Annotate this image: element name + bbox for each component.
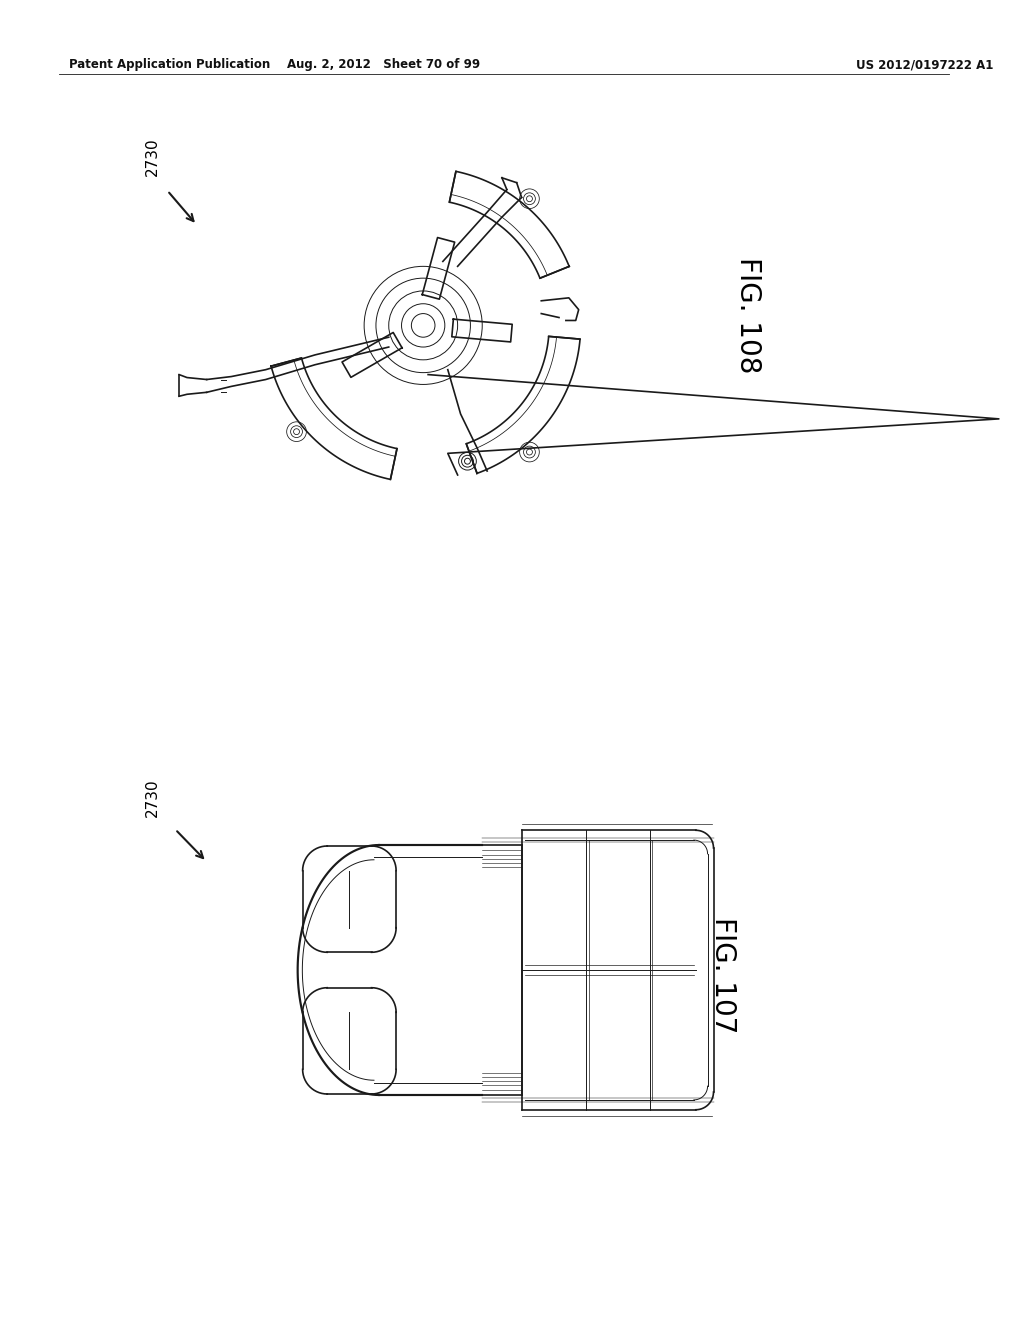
Text: 2730: 2730 xyxy=(145,779,160,817)
Text: Aug. 2, 2012   Sheet 70 of 99: Aug. 2, 2012 Sheet 70 of 99 xyxy=(288,58,480,71)
Text: Patent Application Publication: Patent Application Publication xyxy=(69,58,270,71)
Text: US 2012/0197222 A1: US 2012/0197222 A1 xyxy=(856,58,993,71)
Text: FIG. 108: FIG. 108 xyxy=(734,257,762,374)
Text: 2730: 2730 xyxy=(145,137,160,176)
Text: FIG. 107: FIG. 107 xyxy=(710,916,737,1034)
